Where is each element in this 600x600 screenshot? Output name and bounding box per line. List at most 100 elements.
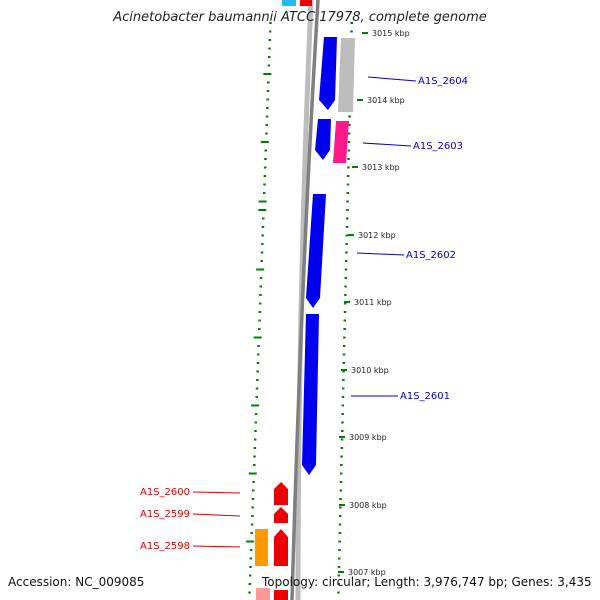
- leader-line-A1S_2600: [192, 491, 241, 494]
- ruler-tick-label: 3015 kbp: [372, 29, 410, 38]
- gc-dot: [347, 158, 350, 160]
- gc-dot: [266, 107, 269, 109]
- gc-dot: [340, 455, 343, 458]
- gc-dot: [248, 574, 252, 577]
- gene-label-A1S_2603[interactable]: A1S_2603: [413, 141, 463, 152]
- leader-line-A1S_2598: [192, 545, 241, 548]
- gc-dot: [338, 549, 341, 551]
- gc-dot: [338, 515, 342, 517]
- gc-dot: [269, 22, 272, 24]
- gc-dot: [253, 336, 262, 339]
- gene-label-A1S_2599[interactable]: A1S_2599: [140, 509, 190, 520]
- feature-red-partial: [300, 0, 312, 6]
- feature-gray-block: [338, 38, 355, 112]
- gc-dot: [342, 353, 346, 356]
- gc-dot: [259, 285, 263, 288]
- ruler-tick-label: 3013 kbp: [362, 163, 400, 172]
- gene-label-A1S_2601[interactable]: A1S_2601: [400, 391, 450, 402]
- gc-dot: [256, 362, 260, 364]
- gc-dot: [254, 430, 257, 432]
- gc-dot: [255, 387, 259, 390]
- gene-label-A1S_2602[interactable]: A1S_2602: [406, 250, 456, 261]
- leader-line-A1S_2604: [367, 76, 417, 82]
- feature-pink-partial: [256, 588, 270, 600]
- gc-dot: [263, 183, 266, 186]
- gene-arrow-A1S_2600[interactable]: [274, 482, 288, 505]
- gc-dot: [267, 64, 271, 67]
- gene-label-A1S_2600[interactable]: A1S_2600: [140, 487, 190, 498]
- gene-arrow-A1S_2604[interactable]: [319, 37, 337, 110]
- gene-arrow-A1S_2602[interactable]: [306, 194, 326, 308]
- gc-dot: [258, 200, 267, 203]
- accession-text: Accession: NC_009085: [8, 575, 145, 589]
- gc-dot: [262, 217, 265, 220]
- feature-magenta-block: [333, 121, 349, 163]
- gc-dot: [339, 498, 342, 500]
- gc-dot: [248, 591, 251, 594]
- gene-label-A1S_2604[interactable]: A1S_2604: [418, 76, 468, 87]
- gc-dot: [342, 362, 346, 364]
- leader-line-A1S_2599: [192, 513, 241, 517]
- gc-dot: [252, 481, 255, 483]
- gc-dot: [265, 115, 269, 118]
- gc-dot: [251, 515, 254, 517]
- gc-dot: [256, 370, 259, 373]
- gc-dot: [264, 149, 268, 152]
- feature-red-bottom-partial: [274, 590, 288, 600]
- gc-content-track: [246, 22, 272, 594]
- ruler-tick-label: 3012 kbp: [358, 231, 396, 240]
- gc-dot: [246, 540, 255, 543]
- gc-dot: [350, 22, 353, 24]
- gc-dot: [268, 47, 271, 50]
- gc-dot: [251, 498, 255, 500]
- ruler-tick-label: 3009 kbp: [349, 433, 387, 442]
- gc-dot: [343, 302, 347, 305]
- gc-dot: [348, 115, 351, 118]
- gc-dot: [341, 413, 344, 415]
- gc-dot: [259, 294, 262, 296]
- gc-dot: [339, 472, 343, 475]
- gc-dot: [257, 353, 260, 356]
- gc-dot: [248, 583, 252, 585]
- gc-dot: [261, 226, 265, 228]
- gc-dot: [250, 523, 254, 526]
- gc-dot: [253, 438, 257, 441]
- gc-dot: [348, 124, 351, 126]
- gene-arrow-A1S_2599[interactable]: [274, 507, 288, 523]
- gc-dot: [337, 557, 341, 560]
- gc-dot: [345, 234, 349, 237]
- gene-arrow-A1S_2598[interactable]: [274, 529, 288, 566]
- gene-label-A1S_2598[interactable]: A1S_2598: [140, 541, 190, 552]
- gc-dot: [343, 319, 347, 322]
- gc-dot: [261, 243, 264, 245]
- gc-dot: [264, 158, 267, 160]
- gc-dot: [347, 149, 351, 152]
- gc-dot: [347, 132, 351, 135]
- gc-dot: [341, 387, 345, 390]
- gc-dot: [339, 506, 342, 509]
- gc-dot: [340, 447, 344, 449]
- ruler-ticks: 3015 kbp 3014 kbp 3013 kbp 3012 kbp 3011 kbp…: [338, 29, 410, 577]
- gc-dot: [344, 260, 348, 262]
- gc-dot: [257, 345, 260, 347]
- gc-dot: [258, 319, 261, 322]
- gc-dot: [260, 251, 264, 254]
- leader-line-A1S_2602: [356, 252, 405, 256]
- gene-arrow-A1S_2601[interactable]: [302, 314, 319, 475]
- gc-dot: [344, 268, 348, 271]
- gc-dot: [253, 455, 256, 458]
- gc-dot: [250, 532, 253, 534]
- gc-dot: [268, 39, 272, 41]
- gene-arrow-A1S_2603[interactable]: [315, 119, 331, 160]
- gc-dot: [266, 98, 269, 101]
- ruler-tick-label: 3011 kbp: [354, 298, 392, 307]
- gc-dot: [251, 404, 260, 407]
- gc-dot: [258, 311, 262, 313]
- gc-dot: [256, 379, 259, 381]
- ruler-tick-label: 3007 kbp: [348, 568, 386, 577]
- gc-dot: [347, 166, 350, 169]
- gc-dot: [251, 506, 254, 509]
- gc-dot: [265, 124, 268, 126]
- gc-dot: [256, 268, 265, 271]
